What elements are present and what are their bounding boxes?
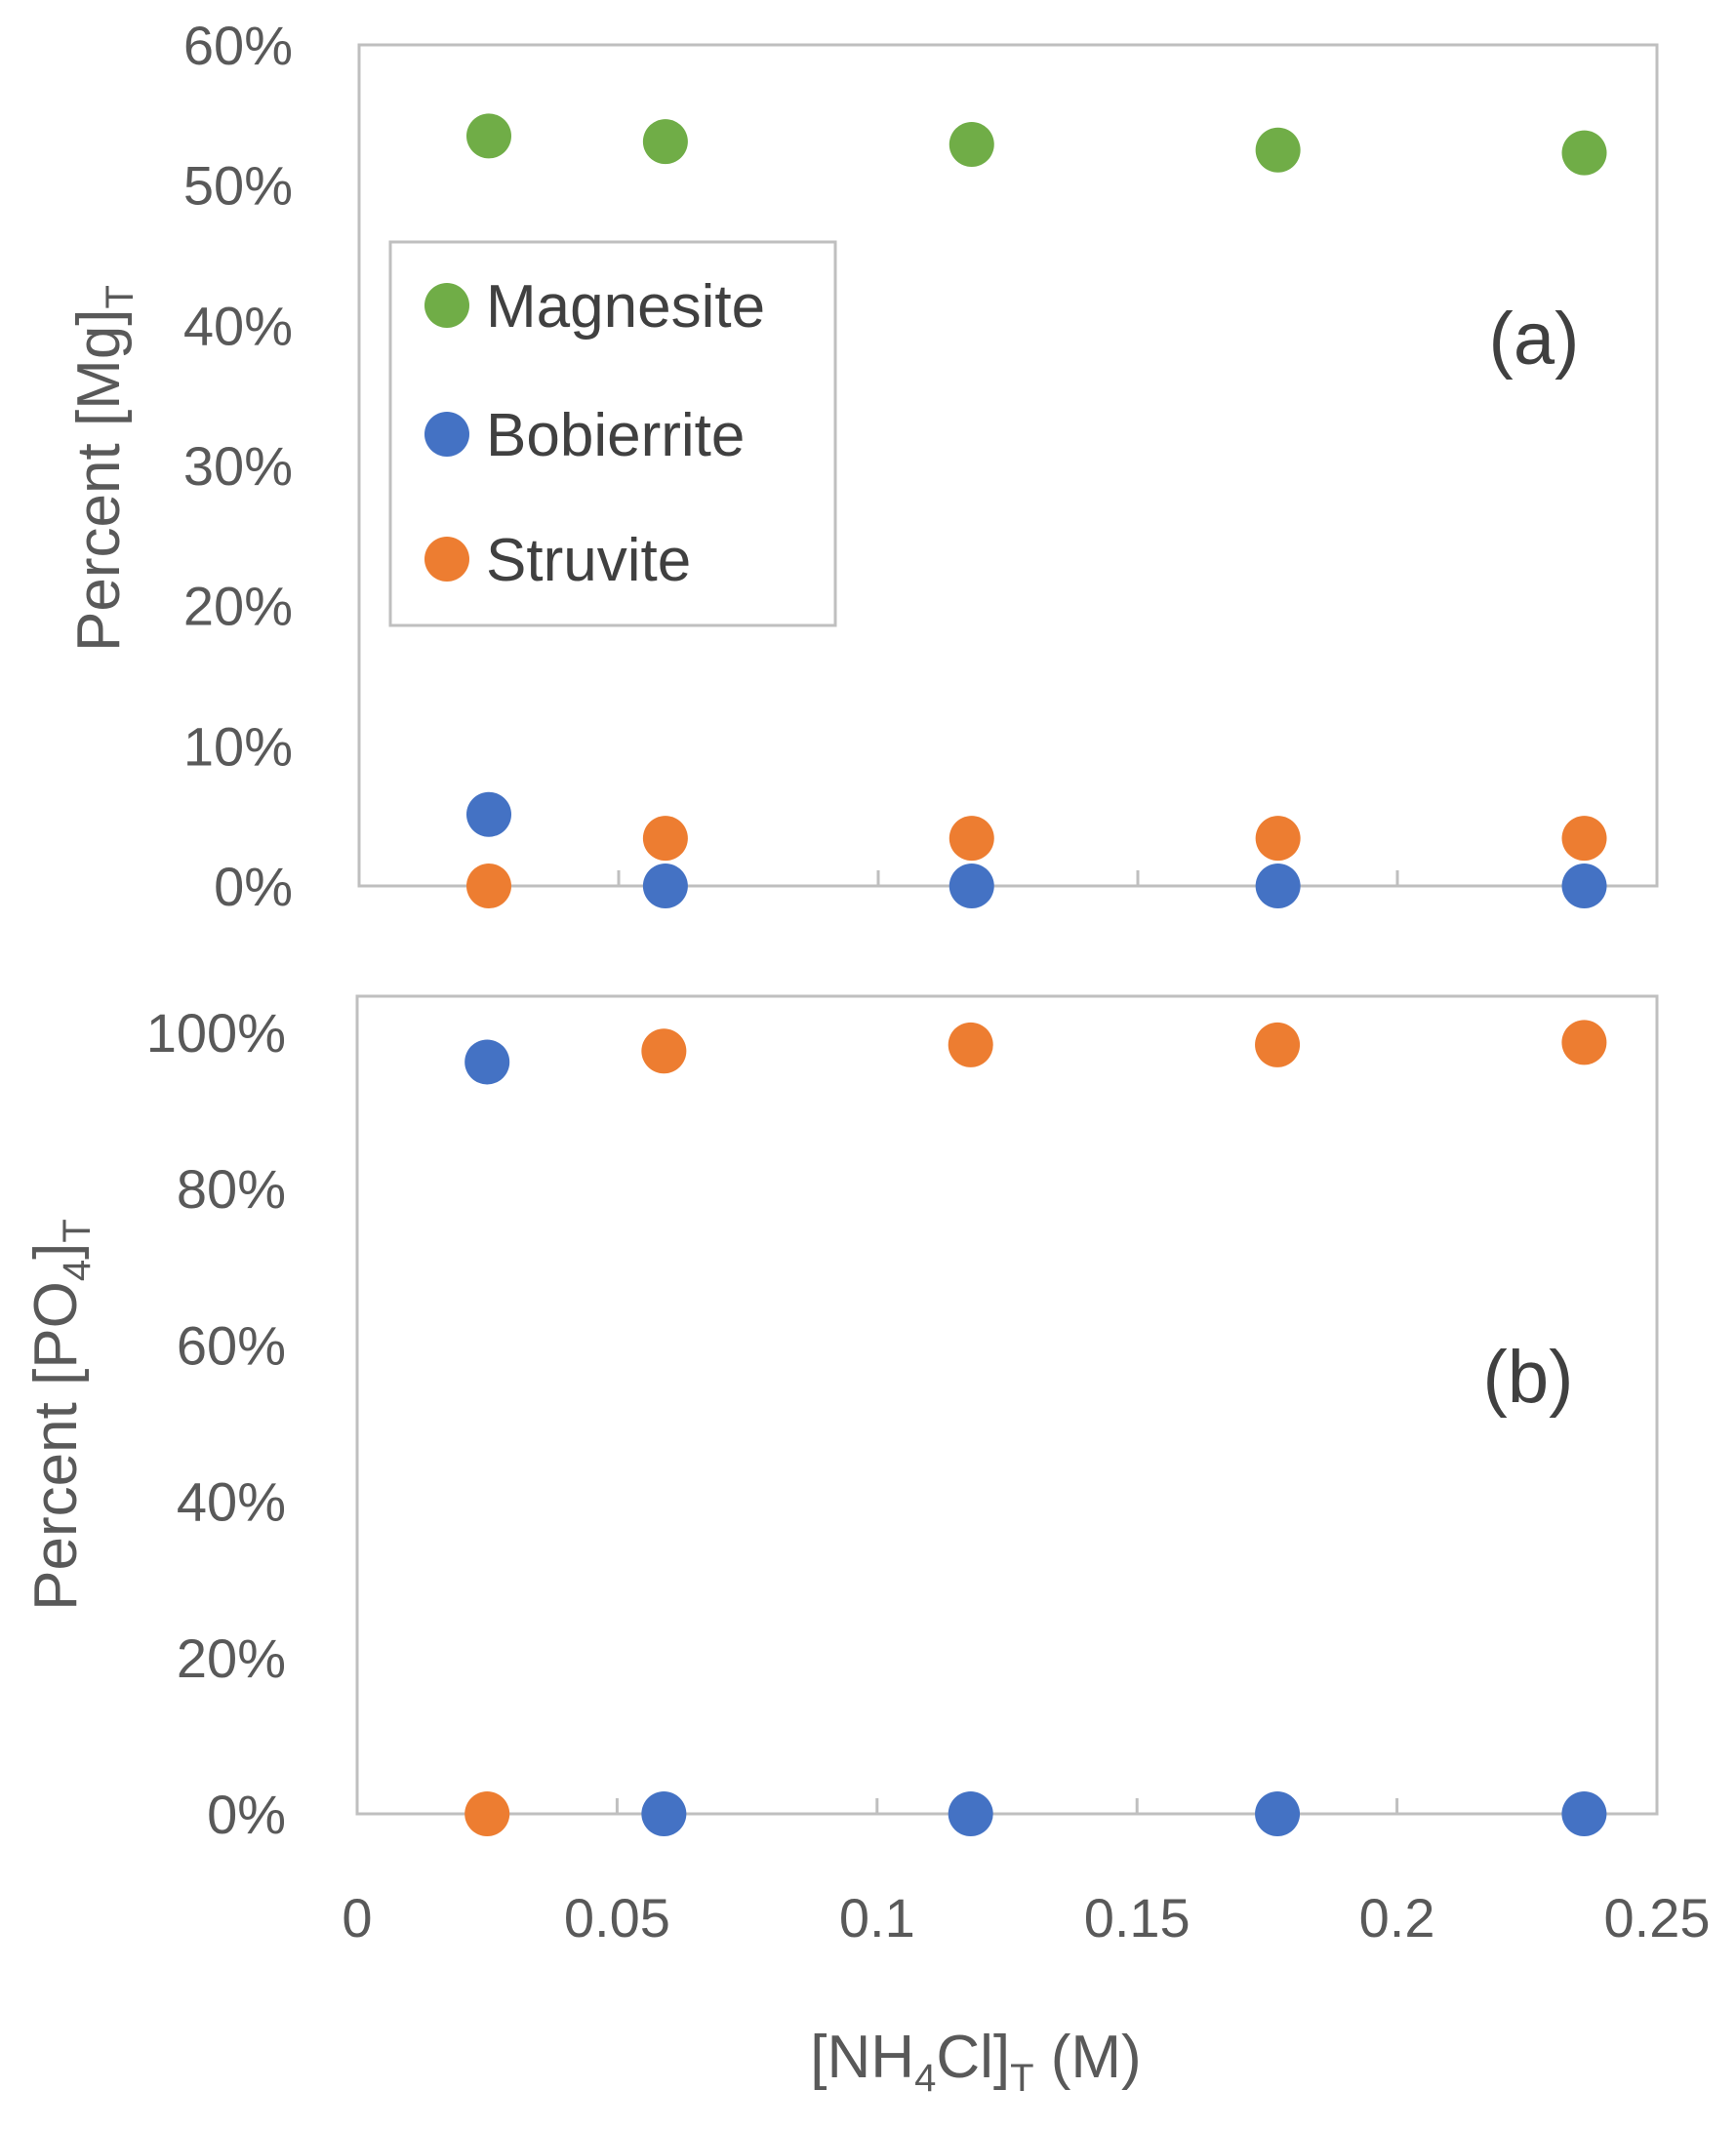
- panel-a-y-tick-label: 0%: [214, 856, 293, 917]
- legend: Magnesite Bobierrite Struvite: [388, 240, 837, 627]
- panel-b-point-struvite: [641, 1028, 687, 1074]
- x-axis-title-sub1: 4: [914, 2057, 936, 2100]
- panel-a-label: (a): [1489, 298, 1580, 381]
- panel-b-y-axis-title-sub: T: [56, 1219, 99, 1242]
- legend-marker-bobierrite: [424, 412, 469, 457]
- panel-b-y-axis-title-mid: ]: [22, 1243, 90, 1260]
- x-axis-title-pre: [NH: [810, 2024, 914, 2091]
- x-axis-title-sub2: T: [1010, 2057, 1033, 2100]
- panel-a-y-axis-title-text: Percent [Mg]: [65, 308, 133, 651]
- x-tick-label: 0: [342, 1887, 372, 1948]
- legend-label-bobierrite: Bobierrite: [486, 402, 745, 469]
- legend-label-magnesite: Magnesite: [486, 273, 765, 341]
- panel-a-point-bobierrite: [1255, 864, 1301, 908]
- panel-a-y-tick-label: 30%: [183, 435, 293, 497]
- panel-a-point-struvite: [642, 816, 688, 862]
- panel-b-point-struvite: [464, 1791, 510, 1836]
- panel-b-y-axis-title: Percent [PO4]T: [22, 1219, 99, 1611]
- x-tick-label: 0.2: [1359, 1887, 1435, 1948]
- panel-b-plot-frame: [355, 994, 1659, 1816]
- x-axis-title-mid: Cl]: [936, 2024, 1010, 2091]
- panel-b-y-axis-title-sub1: 4: [56, 1260, 99, 1281]
- panel-b-y-tick-label: 0%: [207, 1784, 286, 1845]
- panel-a-point-magnesite: [1561, 130, 1607, 176]
- panel-a-y-tick-label: 60%: [183, 15, 293, 76]
- panel-a-point-bobierrite: [1561, 864, 1607, 908]
- panel-a-point-magnesite: [642, 119, 688, 165]
- panel-b-point-struvite: [1561, 1020, 1607, 1065]
- panel-b-point-struvite: [1255, 1022, 1301, 1067]
- x-axis-title: [NH4Cl]T (M): [810, 2024, 1141, 2100]
- panel-a-y-tick-label: 20%: [183, 576, 293, 637]
- x-tick-label: 0.15: [1084, 1887, 1191, 1948]
- panel-b-y-tick-label: 100%: [146, 1002, 286, 1064]
- panel-b-y-axis-title-text: Percent [PO: [22, 1281, 90, 1611]
- panel-a-point-struvite: [1561, 816, 1607, 862]
- x-tick-label: 0.05: [564, 1887, 670, 1948]
- legend-marker-magnesite: [424, 283, 469, 328]
- legend-marker-struvite: [424, 537, 469, 582]
- panel-a-point-magnesite: [1255, 127, 1301, 173]
- panel-a-point-struvite: [1255, 816, 1301, 862]
- x-axis-title-post: (M): [1034, 2024, 1142, 2091]
- panel-b-point-bobierrite: [464, 1039, 510, 1085]
- panel-b-point-bobierrite: [1561, 1791, 1607, 1836]
- panel-b-point-bobierrite: [948, 1791, 993, 1836]
- panel-a-y-tick-label: 10%: [183, 715, 293, 777]
- panel-b-y-tick-label: 20%: [177, 1627, 286, 1689]
- panel-a-y-tick-label: 40%: [183, 295, 293, 356]
- panel-b-y-tick-label: 60%: [177, 1314, 286, 1376]
- panel-a-y-tick-label: 50%: [183, 155, 293, 217]
- panel-a-point-struvite: [466, 864, 511, 908]
- panel-a-point-bobierrite: [466, 791, 511, 837]
- panel-a-y-axis-title-sub: T: [99, 285, 141, 308]
- panel-a-y-axis-title: Percent [Mg]T: [65, 285, 141, 652]
- panel-b-y-tick-label: 40%: [177, 1471, 286, 1533]
- legend-label-struvite: Struvite: [486, 527, 691, 594]
- panel-b: 0% 20% 40% 60% 80% 100% 0 0.05 0.1 0.15 0.2 0.25 P…: [22, 994, 1711, 2100]
- panel-a-point-magnesite: [949, 122, 994, 168]
- panel-a-point-bobierrite: [642, 864, 688, 908]
- panel-a-point-struvite: [949, 816, 994, 862]
- panel-a-point-bobierrite: [949, 864, 994, 908]
- panel-b-y-tick-label: 80%: [177, 1158, 286, 1220]
- x-tick-label: 0.1: [839, 1887, 915, 1948]
- panel-b-point-bobierrite: [641, 1791, 687, 1836]
- x-tick-label: 0.25: [1604, 1887, 1711, 1948]
- panel-b-point-struvite: [948, 1022, 993, 1067]
- panel-a-point-magnesite: [466, 113, 511, 159]
- panel-b-label: (b): [1483, 1336, 1574, 1419]
- panel-b-point-bobierrite: [1255, 1791, 1301, 1836]
- panel-a: 0% 10% 20% 30% 40% 50% 60% Percent [Mg]T (a) M…: [65, 15, 1659, 917]
